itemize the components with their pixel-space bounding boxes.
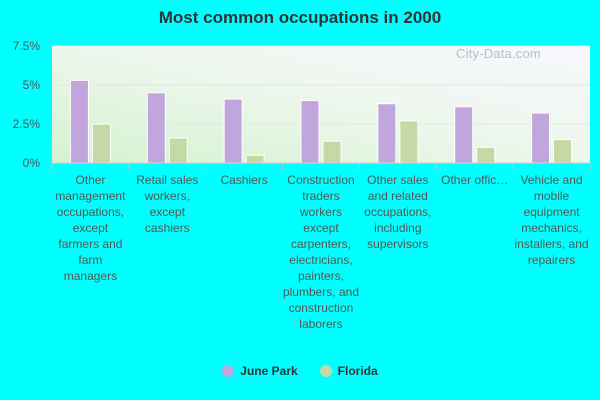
plot-background: [52, 46, 590, 163]
bar-florida[interactable]: [399, 120, 419, 164]
bar-florida[interactable]: [322, 140, 342, 164]
legend-label-june-park: June Park: [240, 364, 298, 378]
y-tick-label: 0%: [23, 156, 41, 170]
y-tick-label: 7.5%: [13, 39, 41, 53]
bar-june-park[interactable]: [377, 103, 397, 164]
x-category-label: Other sales and related occupations, inc…: [364, 173, 432, 251]
x-category-label: Other management occupations, except far…: [55, 173, 126, 283]
x-category-label: Vehicle and mobile equipment mechanics, …: [514, 173, 589, 267]
bar-june-park[interactable]: [531, 112, 551, 164]
bar-florida[interactable]: [476, 146, 496, 164]
bar-june-park[interactable]: [300, 100, 320, 164]
x-category-label: Retail sales workers, except cashiers: [136, 173, 199, 235]
legend: June Park Florida: [0, 364, 600, 378]
bar-june-park[interactable]: [454, 106, 474, 164]
y-tick-label: 2.5%: [13, 117, 41, 131]
bar-florida[interactable]: [245, 154, 265, 164]
chart-title: Most common occupations in 2000: [158, 8, 442, 27]
legend-swatch-june-park: [222, 365, 235, 377]
x-category-label: Cashiers: [220, 173, 268, 187]
bar-june-park[interactable]: [223, 98, 243, 164]
bar-florida[interactable]: [553, 139, 573, 164]
x-category-label: Construction traders workers except carp…: [282, 173, 359, 331]
bar-june-park[interactable]: [69, 79, 89, 164]
legend-label-florida: Florida: [337, 364, 378, 378]
watermark-logo: City-Data.com: [456, 46, 541, 61]
legend-swatch-florida: [319, 365, 332, 377]
bar-florida[interactable]: [91, 123, 111, 164]
x-category-label: Other offic…: [441, 173, 509, 187]
legend-item-june-park: June Park: [222, 364, 298, 378]
bar-june-park[interactable]: [146, 92, 166, 164]
legend-item-florida: Florida: [319, 364, 378, 378]
bar-florida[interactable]: [168, 137, 188, 164]
y-tick-label: 5%: [23, 78, 41, 92]
